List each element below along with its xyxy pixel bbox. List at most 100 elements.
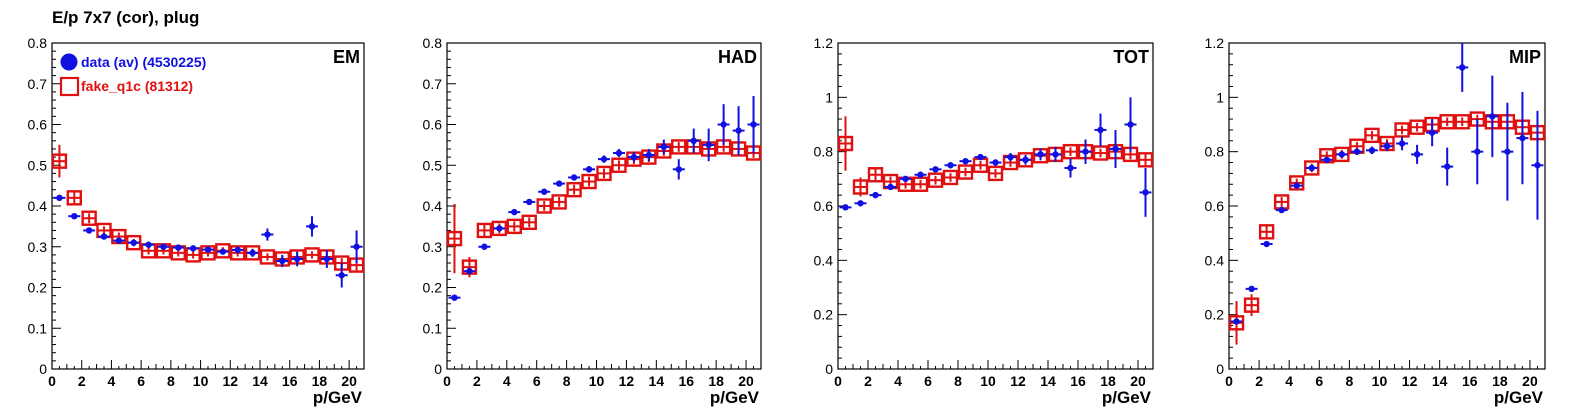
data-point <box>992 159 999 166</box>
x-tick-label: 18 <box>1100 373 1116 389</box>
data-point <box>1052 151 1059 158</box>
data-point <box>1308 164 1315 172</box>
fake-point <box>671 139 687 155</box>
y-tick-label: 0.5 <box>28 157 48 173</box>
data-point <box>887 183 894 191</box>
data-point <box>705 141 712 149</box>
data-point <box>85 227 93 234</box>
y-tick-label: 0.7 <box>423 76 443 92</box>
plot-frame <box>446 42 762 370</box>
y-tick-label: 0.7 <box>28 76 48 92</box>
data-point <box>720 121 727 128</box>
legend: data (av) (4530225) fake_q1c (81312) <box>59 53 206 97</box>
x-tick-label: 14 <box>252 373 268 389</box>
fake-point <box>536 198 552 214</box>
data-point <box>338 272 345 279</box>
data-point <box>645 151 653 159</box>
fake-point <box>200 245 216 261</box>
data-point <box>1293 182 1300 189</box>
data-point <box>1248 285 1255 293</box>
x-tick-label: 18 <box>312 373 328 389</box>
x-tick-label: 0 <box>48 373 56 389</box>
data-point <box>496 225 503 232</box>
y-tick-label: 1 <box>1216 89 1224 105</box>
fake-point <box>1092 145 1109 161</box>
data-point <box>1413 151 1421 158</box>
data-point <box>1443 163 1451 170</box>
data-point <box>1338 151 1346 158</box>
y-tick-label: 1 <box>825 89 833 105</box>
data-point <box>750 121 757 128</box>
x-tick-label: 4 <box>503 373 511 389</box>
data-point <box>1459 64 1466 71</box>
x-tick-label: 20 <box>1130 373 1146 389</box>
y-tick-label: 0.8 <box>814 144 834 160</box>
x-tick-label: 14 <box>1040 373 1056 389</box>
y-tick-label: 0.2 <box>1205 307 1225 323</box>
x-tick-label: 2 <box>864 373 872 389</box>
x-tick-label: 12 <box>1010 373 1026 389</box>
x-tick-label: 16 <box>678 373 694 389</box>
panel-title: TOT <box>1113 47 1149 67</box>
x-tick-label: 12 <box>222 373 238 389</box>
data-point <box>1383 143 1391 150</box>
data-point <box>1127 121 1134 128</box>
x-tick-label: 4 <box>108 373 116 389</box>
data-point <box>511 208 518 216</box>
fake-point <box>566 181 582 198</box>
data-point <box>1233 318 1240 325</box>
data-point <box>451 294 458 301</box>
x-tick-label: 20 <box>341 373 357 389</box>
y-tick-label: 0.4 <box>814 252 834 268</box>
data-point <box>1263 240 1270 248</box>
x-tick-label: 16 <box>1070 373 1086 389</box>
fake-point <box>852 179 869 195</box>
data-point <box>526 198 533 206</box>
data-point <box>1067 164 1074 172</box>
data-point <box>1007 153 1014 161</box>
x-tick-label: 2 <box>1255 373 1263 389</box>
data-point <box>735 127 742 134</box>
fake-point <box>1258 224 1275 240</box>
data-point <box>1323 156 1331 164</box>
fake-point <box>1394 122 1410 138</box>
fake-point <box>611 157 627 173</box>
fake-point <box>1228 315 1245 331</box>
data-point <box>917 171 924 178</box>
fake-point <box>1454 114 1470 130</box>
y-tick-label: 0 <box>434 361 442 377</box>
y-tick-label: 0 <box>825 361 833 377</box>
y-tick-label: 0.6 <box>423 117 443 133</box>
panel-title: EM <box>333 47 360 67</box>
fake-point <box>581 173 597 190</box>
fake-point <box>1334 146 1350 163</box>
fake-point <box>491 220 508 237</box>
x-axis-label: p/GeV <box>313 388 363 407</box>
x-tick-label: 20 <box>1522 373 1538 389</box>
series-data <box>839 97 1152 217</box>
fake-point <box>987 165 1004 182</box>
y-tick-label: 0.4 <box>1205 252 1225 268</box>
x-tick-label: 8 <box>954 373 962 389</box>
fake-point <box>1439 114 1455 130</box>
x-tick-label: 16 <box>282 373 298 389</box>
y-tick-label: 0.3 <box>28 239 48 255</box>
fake-point <box>867 167 884 183</box>
data-point <box>100 233 108 240</box>
y-tick-label: 0.6 <box>1205 198 1225 214</box>
x-tick-label: 6 <box>924 373 932 389</box>
y-tick-label: 0 <box>39 361 47 377</box>
x-tick-label: 12 <box>1402 373 1418 389</box>
data-point <box>1534 162 1541 169</box>
x-tick-label: 14 <box>1432 373 1448 389</box>
panel-title: HAD <box>718 47 757 67</box>
y-tick-label: 0.3 <box>423 239 443 255</box>
fake-point <box>66 190 82 206</box>
data-point <box>219 248 227 255</box>
data-point <box>902 175 909 183</box>
data-point <box>1519 134 1526 142</box>
y-tick-label: 0.8 <box>423 35 443 51</box>
y-tick-label: 0.5 <box>423 157 443 173</box>
data-point <box>872 191 879 199</box>
y-tick-label: 0.2 <box>814 307 834 323</box>
